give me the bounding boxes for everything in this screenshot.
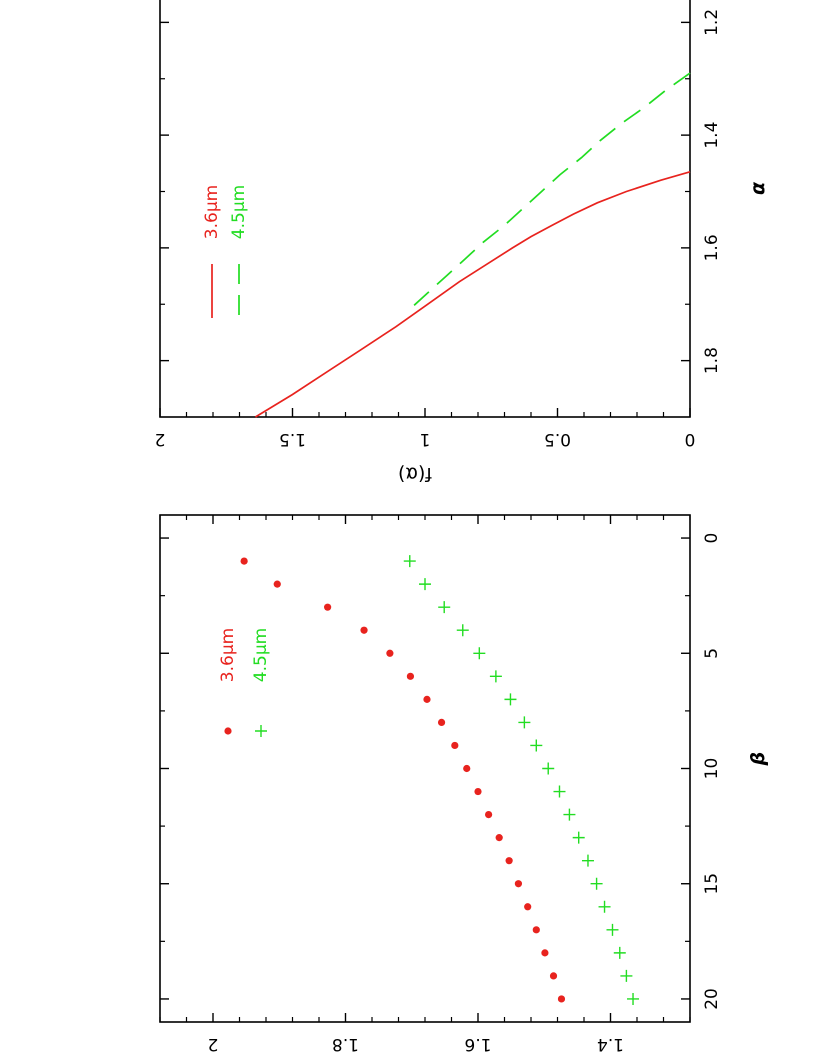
data-point (324, 603, 332, 611)
data-point (613, 946, 626, 959)
y-tick-label: 0 (685, 429, 696, 449)
legend-label: 3.6μm (218, 628, 238, 682)
x-tick-label: 15 (702, 873, 722, 895)
series-0 (254, 170, 691, 418)
y-tick-label: 1.8 (332, 1034, 359, 1054)
y-tick-label: 2 (208, 1034, 219, 1054)
data-point (553, 785, 566, 798)
data-point (423, 695, 431, 703)
y-tick-label: 1.5 (279, 429, 306, 449)
data-point (518, 716, 531, 729)
data-point (581, 854, 594, 867)
data-point (530, 739, 543, 752)
legend: 3.6μm 4.5μm (202, 185, 249, 318)
panel-line: 1.2 1.4 1.6 1.8 0 0.5 1 1.5 2 α f(α) 3.6μm 4.5μm (155, 0, 769, 485)
series-line (408, 72, 691, 311)
data-point (474, 787, 482, 796)
legend-label: 4.5μm (229, 185, 249, 239)
data-point (451, 741, 459, 750)
legend: 3.6μm 4.5μm (218, 628, 271, 737)
data-point (406, 672, 415, 680)
series-0 (240, 557, 566, 1003)
data-point (606, 923, 619, 936)
data-point (437, 718, 446, 727)
data-point (514, 880, 523, 888)
y-tick-label: 2 (155, 429, 166, 449)
x-tick-label: 5 (702, 648, 722, 659)
data-point (489, 670, 502, 683)
x-tick-label: 20 (702, 988, 722, 1010)
plot-frame (159, 514, 691, 1023)
data-point (473, 647, 486, 660)
data-point (438, 601, 451, 614)
series-1 (403, 555, 640, 1005)
data-point (485, 810, 493, 819)
legend-label: 4.5μm (251, 628, 271, 682)
data-point (563, 808, 576, 821)
data-point (557, 995, 566, 1003)
x-tick-label: 1.6 (702, 234, 722, 261)
data-point (504, 693, 517, 706)
data-point (627, 992, 640, 1005)
x-axis-title: β (747, 752, 769, 767)
data-point (505, 857, 513, 865)
y-tick-label: 1.4 (597, 1034, 624, 1054)
data-point (456, 624, 469, 637)
data-point (572, 831, 585, 844)
series-1 (408, 72, 691, 311)
data-point (541, 949, 549, 957)
data-point (240, 557, 248, 565)
data-point (463, 764, 471, 773)
data-point (620, 969, 633, 982)
data-point (386, 649, 394, 657)
legend-marker (224, 727, 232, 735)
data-point (532, 926, 540, 934)
y-tick-label: 0.5 (544, 429, 571, 449)
legend-label: 3.6μm (202, 185, 222, 239)
data-point (403, 555, 416, 568)
x-tick-label: 1.4 (702, 122, 722, 149)
series-line (254, 170, 691, 418)
legend-marker (255, 725, 267, 737)
x-tick-label: 1.8 (702, 347, 722, 374)
data-point (542, 762, 555, 775)
data-point (419, 578, 431, 591)
y-axis-title: f(α) (398, 463, 432, 485)
y-tick-label: 1 (420, 429, 431, 449)
y-tick-label: 1.6 (464, 1034, 491, 1054)
data-point (590, 877, 603, 890)
data-point (273, 580, 281, 588)
x-axis-title: α (747, 181, 769, 195)
data-point (524, 903, 532, 911)
x-tick-label: 1.2 (702, 9, 722, 36)
data-point (598, 900, 611, 913)
x-tick-label: 10 (702, 758, 722, 780)
data-point (360, 626, 368, 634)
data-point (549, 972, 558, 980)
x-tick-label: 0 (702, 533, 722, 544)
data-point (495, 834, 503, 842)
